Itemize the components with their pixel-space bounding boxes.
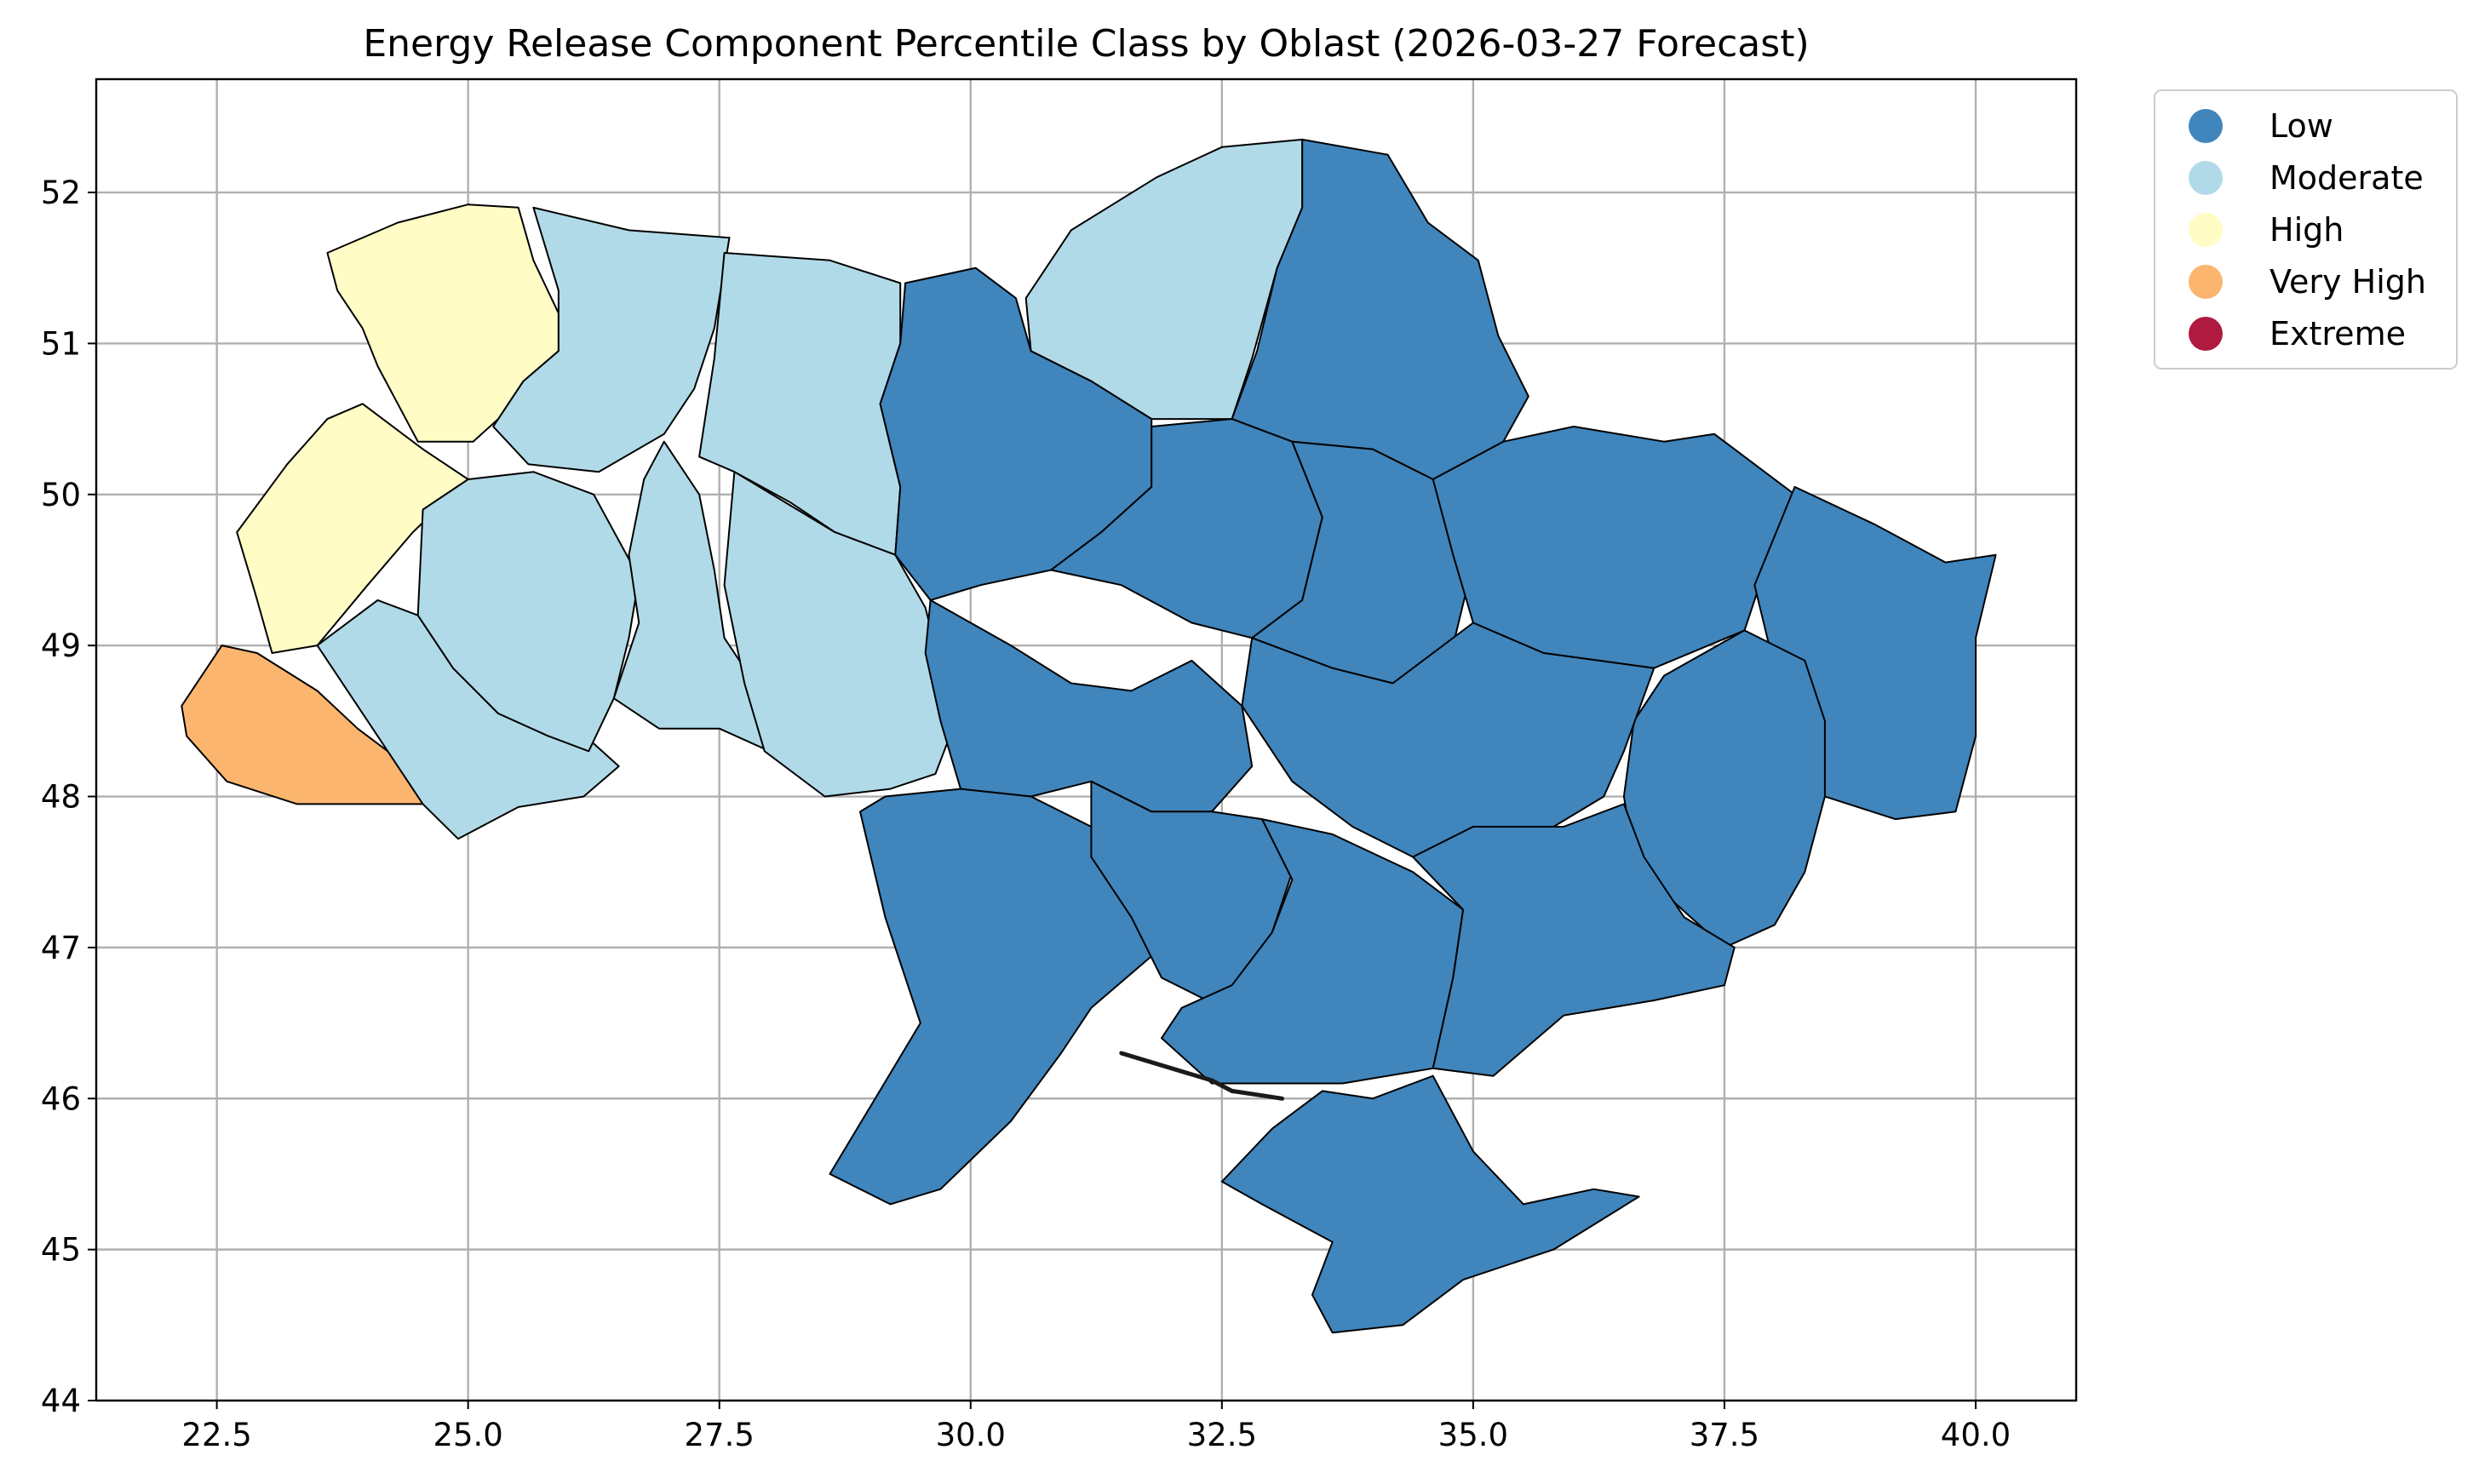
legend-marker — [2189, 109, 2223, 143]
y-tick-label: 47 — [41, 930, 81, 966]
oblast-region — [1220, 1074, 1640, 1334]
x-tick-label: 30.0 — [936, 1417, 1006, 1453]
legend-label: Extreme — [2270, 315, 2406, 352]
oblast-region — [829, 788, 1162, 1206]
y-tick-label: 44 — [41, 1383, 81, 1419]
x-tick-label: 40.0 — [1941, 1417, 2011, 1453]
legend-marker — [2189, 213, 2223, 247]
axis-ticks: 22.5 25.0 27.5 30.0 32.5 35.0 37.5 40.0 44 45 46 47… — [41, 175, 2011, 1453]
oblast-region — [1241, 622, 1656, 858]
legend-items: Low Moderate High Very High Extreme — [2189, 107, 2426, 352]
legend-label: Moderate — [2270, 159, 2424, 197]
y-tick-label: 50 — [41, 477, 81, 513]
oblast-region — [416, 471, 640, 753]
x-tick-label: 32.5 — [1187, 1417, 1257, 1453]
legend-marker — [2189, 265, 2223, 299]
oblast-region — [1412, 803, 1736, 1077]
x-tick-label: 25.0 — [433, 1417, 502, 1453]
oblast-region — [1161, 818, 1465, 1085]
y-tick-label: 52 — [41, 175, 81, 211]
map-axes-frame — [95, 77, 2078, 1402]
x-tick-label: 35.0 — [1438, 1417, 1508, 1453]
x-tick-label: 37.5 — [1690, 1417, 1759, 1453]
y-tick-label: 46 — [41, 1080, 81, 1117]
chart-title: Energy Release Component Percentile Clas… — [363, 22, 1809, 66]
legend-label: Low — [2270, 107, 2333, 145]
oblast-region — [723, 471, 957, 798]
legend-marker — [2189, 161, 2223, 195]
coastline-fragment — [1119, 1051, 1235, 1093]
x-tick-label: 27.5 — [685, 1417, 755, 1453]
legend-label: Very High — [2270, 263, 2426, 301]
oblast-regions — [181, 138, 1997, 1334]
coastline-fragment — [1230, 1088, 1285, 1101]
legend-box — [2154, 89, 2458, 370]
y-tick-label: 51 — [41, 325, 81, 362]
oblast-region — [236, 403, 469, 654]
y-tick-label: 49 — [41, 627, 81, 664]
x-tick-label: 22.5 — [181, 1417, 251, 1453]
oblast-region — [1050, 418, 1323, 639]
oblast-region — [612, 440, 771, 753]
oblast-region — [492, 206, 731, 473]
coastline-fragments — [1119, 1051, 1285, 1101]
y-tick-label: 45 — [41, 1232, 81, 1269]
legend-marker — [2189, 317, 2223, 351]
y-tick-label: 48 — [41, 779, 81, 816]
legend: Low Moderate High Very High Extreme — [2154, 89, 2458, 370]
legend-label: High — [2270, 211, 2344, 249]
